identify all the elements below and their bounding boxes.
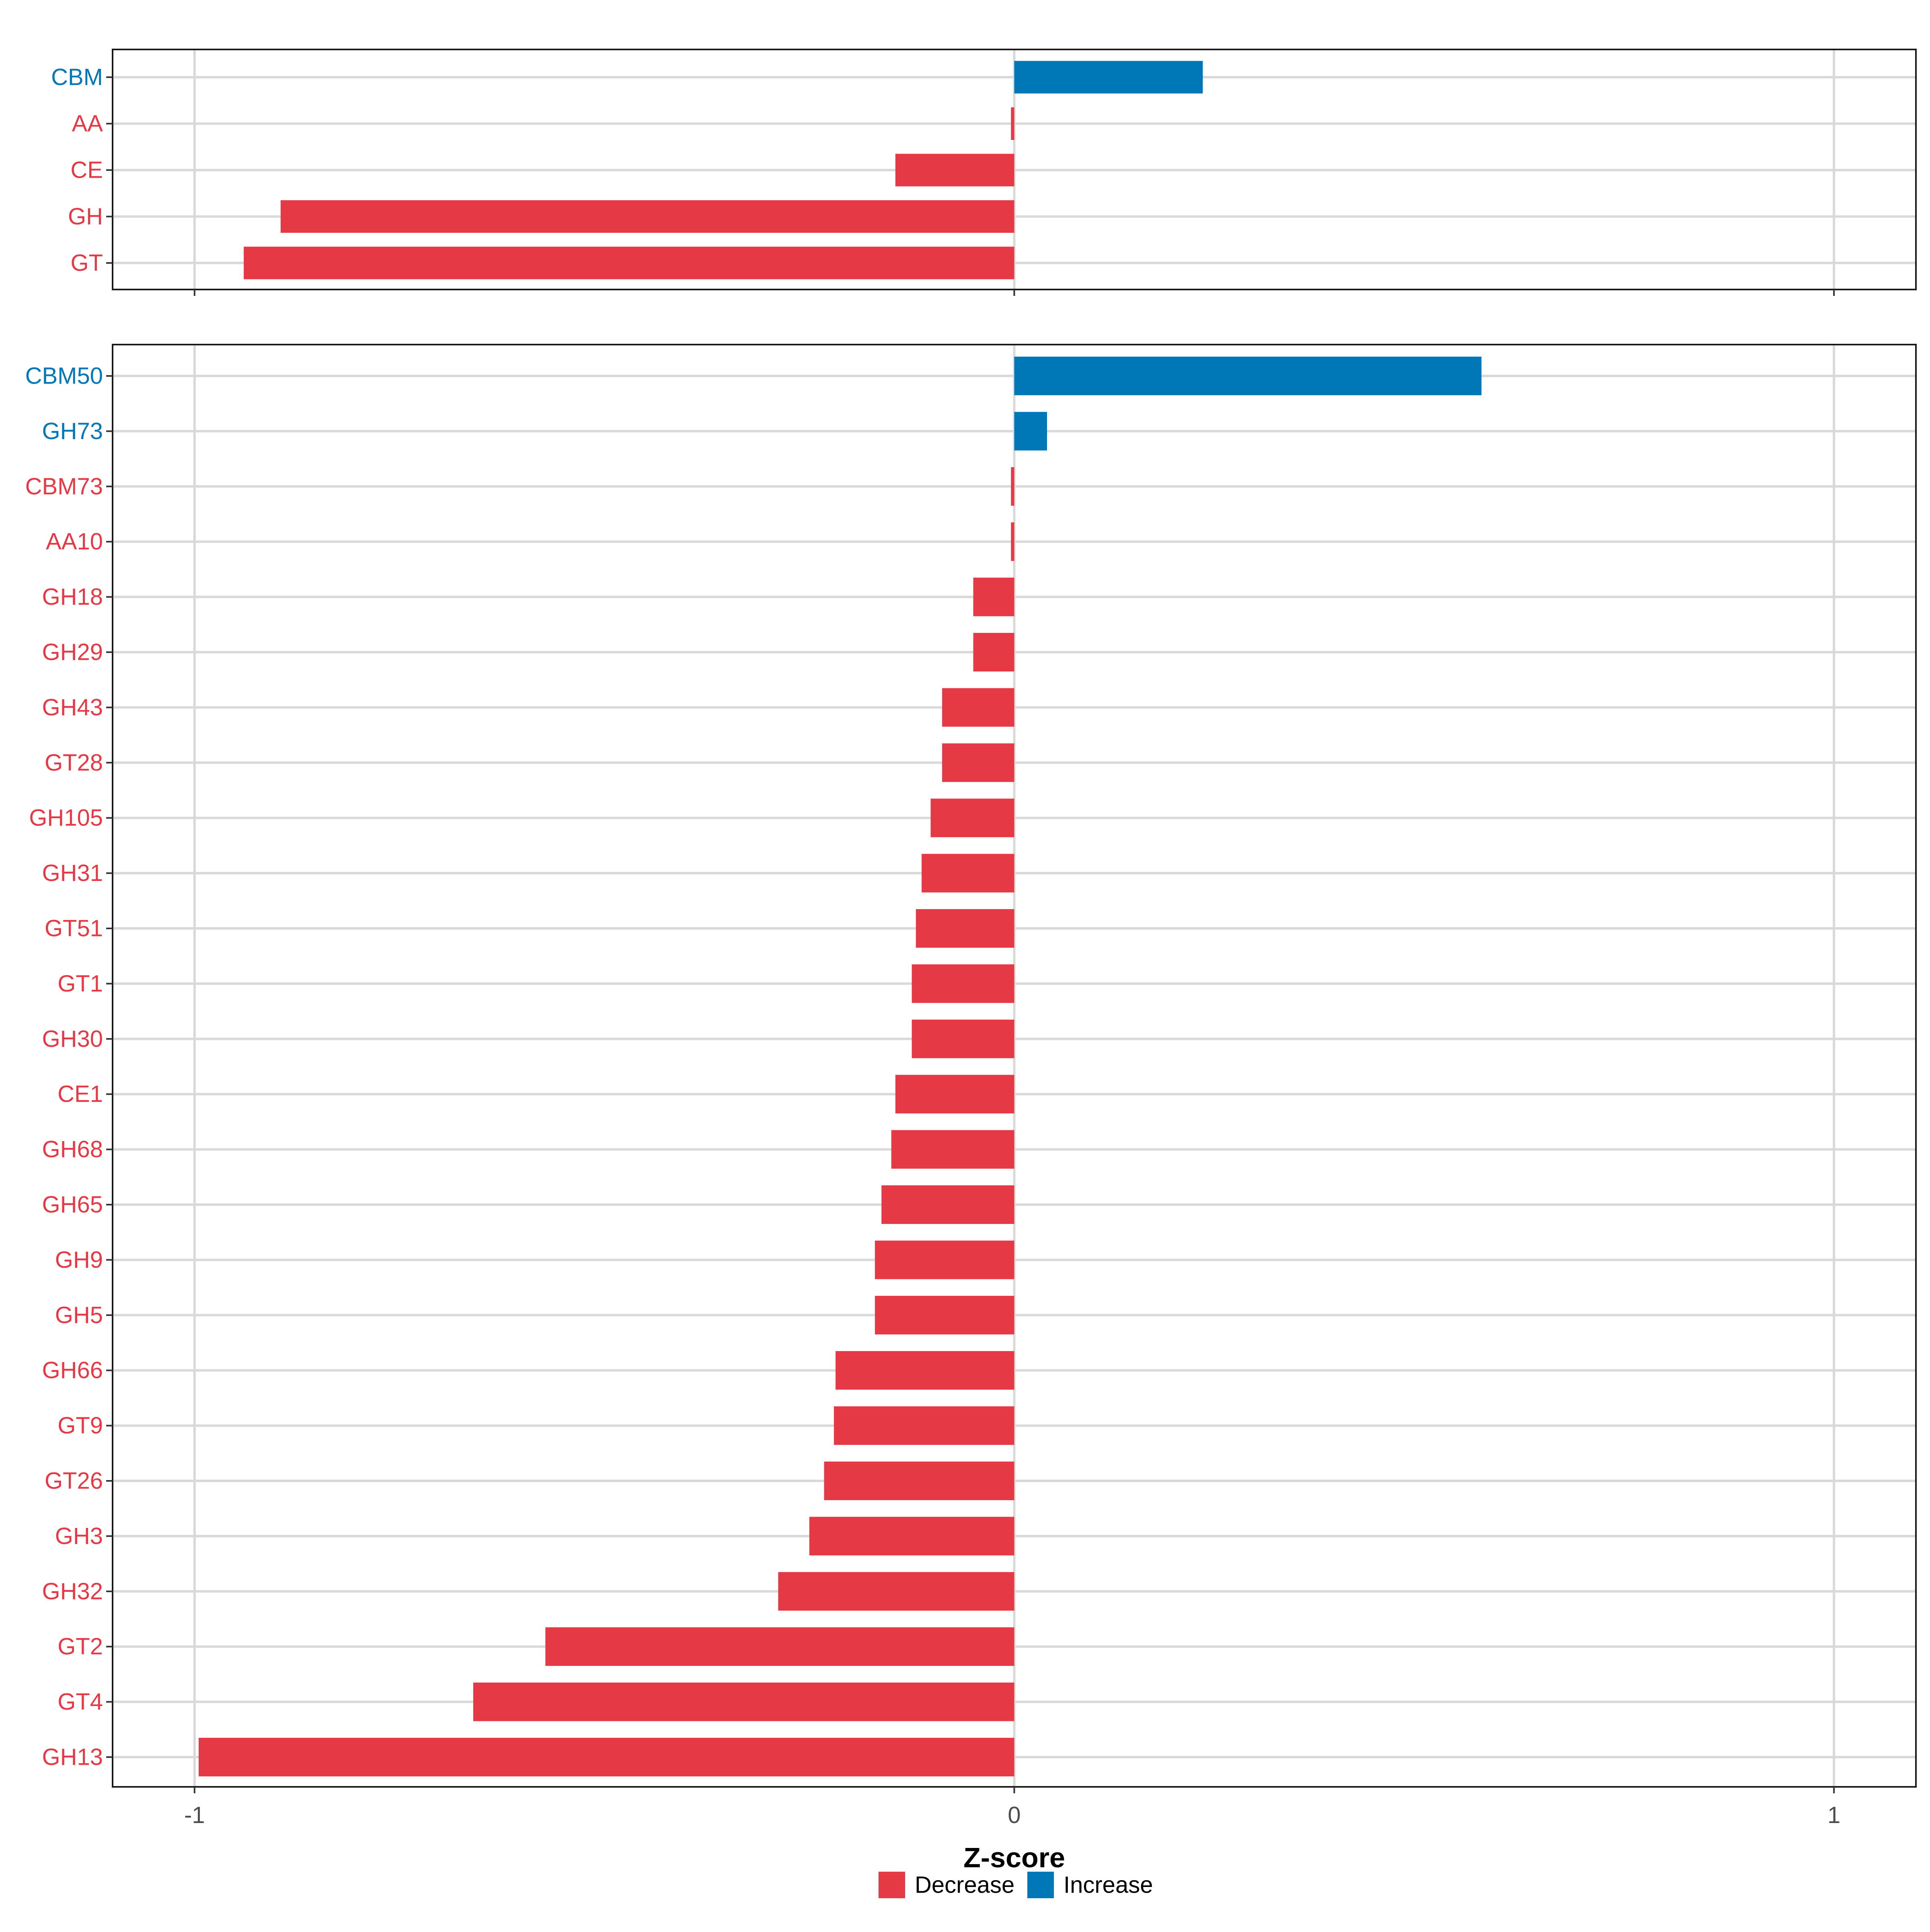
bottom-bar-CBM50 [1014,357,1482,395]
top-ylabel-CE: CE [70,157,103,183]
bottom-ylabel-GH31: GH31 [42,860,103,886]
bottom-bar-GT51 [916,909,1014,948]
bottom-ylabel-GH3: GH3 [55,1523,103,1549]
bottom-ylabel-GH9: GH9 [55,1247,103,1273]
top-ylabel-AA: AA [72,111,103,137]
bottom-xtick-label-0: -1 [184,1802,205,1828]
bottom-ylabel-GH43: GH43 [42,694,103,721]
legend-label-decrease: Decrease [915,1872,1014,1898]
bottom-ylabel-GT1: GT1 [57,971,103,997]
bottom-bar-GH29 [973,633,1014,671]
bottom-ylabel-GH68: GH68 [42,1136,103,1162]
bottom-ylabel-GH13: GH13 [42,1744,103,1770]
bottom-ylabel-GT51: GT51 [45,916,103,942]
bottom-ylabel-CE1: CE1 [57,1081,103,1107]
bottom-xtick-label-2: 1 [1827,1802,1840,1828]
bottom-ylabel-GT4: GT4 [57,1689,103,1715]
bottom-ylabel-GH30: GH30 [42,1026,103,1052]
bottom-bar-GH66 [836,1351,1014,1390]
bottom-ylabel-CBM73: CBM73 [25,473,103,499]
x-axis-title: Z-score [963,1842,1065,1873]
bottom-bar-GT2 [545,1627,1014,1666]
bottom-ylabel-GT28: GT28 [45,749,103,776]
top-ylabel-CBM: CBM [51,64,103,90]
bottom-ylabel-GT2: GT2 [57,1634,103,1660]
bottom-ylabel-GT26: GT26 [45,1468,103,1494]
top-ylabel-GH: GH [68,203,103,230]
legend-label-increase: Increase [1064,1872,1153,1898]
bottom-bar-CE1 [895,1075,1014,1114]
bottom-ylabel-GT9: GT9 [57,1413,103,1439]
bottom-ylabel-GH73: GH73 [42,418,103,444]
bottom-bar-GH13 [199,1738,1014,1776]
bottom-bar-GH65 [881,1185,1014,1224]
top-bar-GT [244,246,1014,279]
bottom-bar-GH3 [809,1517,1014,1556]
bottom-ylabel-CBM50: CBM50 [25,363,103,389]
top-bar-AA [1011,107,1014,140]
legend-key-increase [1027,1872,1054,1898]
bottom-bar-GH43 [942,688,1014,727]
top-ylabel-GT: GT [70,250,103,276]
bottom-bar-GT26 [824,1462,1014,1500]
bottom-ylabel-GH5: GH5 [55,1302,103,1328]
bottom-ylabel-GH32: GH32 [42,1578,103,1604]
bottom-ylabel-GH29: GH29 [42,639,103,665]
bottom-bar-GH32 [778,1572,1014,1611]
bottom-bar-CBM73 [1011,467,1014,506]
bottom-ylabel-AA10: AA10 [46,529,103,555]
bottom-bar-AA10 [1011,522,1014,561]
bottom-bar-GH5 [875,1296,1014,1335]
bottom-bar-GH9 [875,1240,1014,1279]
bottom-bar-GH68 [891,1130,1014,1169]
top-bar-GH [280,200,1014,233]
top-bar-CBM [1014,61,1203,94]
top-bar-CE [895,154,1014,187]
bottom-bar-GT1 [912,964,1014,1003]
bottom-ylabel-GH66: GH66 [42,1357,103,1384]
bottom-bar-GT28 [942,743,1014,782]
bottom-bar-GH18 [973,577,1014,616]
bottom-bar-GH31 [922,854,1014,893]
bottom-bar-GH105 [930,799,1014,838]
bottom-bar-GT9 [834,1406,1014,1445]
bottom-ylabel-GH105: GH105 [29,805,103,831]
bottom-bar-GH30 [912,1019,1014,1058]
bottom-ylabel-GH65: GH65 [42,1192,103,1218]
bottom-bar-GT4 [473,1682,1014,1721]
legend-key-decrease [879,1872,905,1898]
bottom-bar-GH73 [1014,412,1047,451]
bottom-ylabel-GH18: GH18 [42,584,103,610]
bottom-xtick-label-1: 0 [1008,1802,1020,1828]
